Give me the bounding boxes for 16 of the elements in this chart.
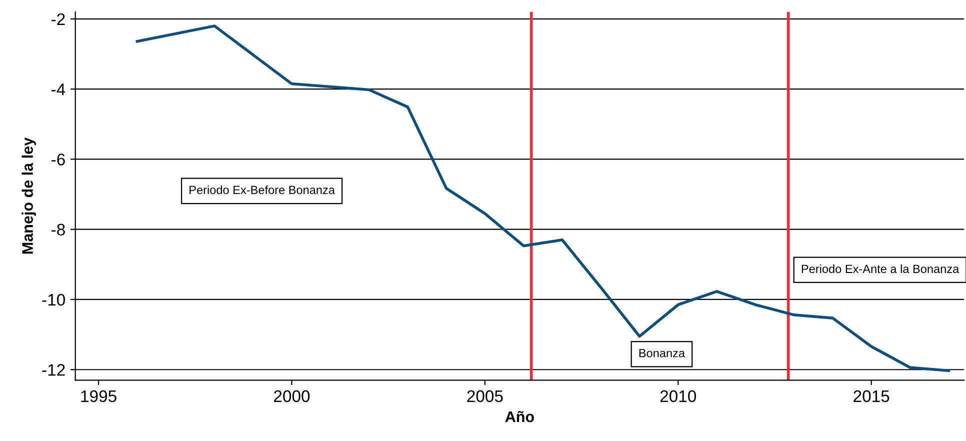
- y-tick-label: -8: [52, 224, 65, 236]
- y-axis-title: Manejo de la ley: [22, 138, 36, 254]
- annotation: Periodo Ex-Ante a la Bonanza: [802, 264, 960, 274]
- x-axis-title: Año: [505, 411, 534, 422]
- y-tick-label: -12: [42, 364, 65, 376]
- annotation: Periodo Ex-Before Bonanza: [190, 185, 335, 194]
- y-tick-label: -6: [52, 154, 65, 166]
- x-tick-label: 2000: [274, 390, 310, 402]
- y-tick-label: -2: [52, 13, 65, 25]
- x-tick-label: 1995: [81, 390, 116, 402]
- y-tick-label: -10: [42, 294, 65, 306]
- y-tick-label: -4: [52, 84, 66, 96]
- x-tick-label: 2005: [467, 390, 503, 402]
- x-tick-label: 2010: [660, 390, 696, 402]
- x-tick-label: 2015: [854, 390, 890, 402]
- annotation: Bonanza: [639, 349, 686, 358]
